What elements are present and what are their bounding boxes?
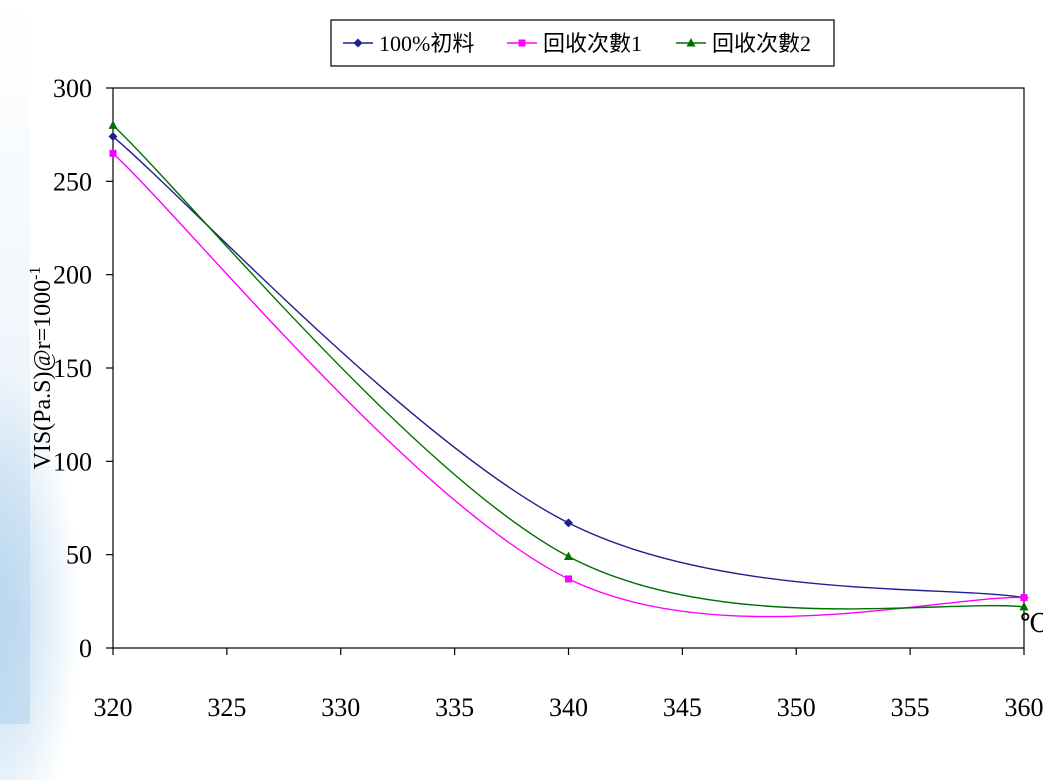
y-axis-label-superscript: -1 [27, 267, 44, 280]
y-tick-label: 150 [53, 354, 92, 383]
legend-label: 100%初料 [379, 31, 474, 56]
y-tick-label: 50 [66, 541, 92, 570]
x-tick-label: 325 [207, 693, 246, 722]
data-point [1021, 594, 1028, 601]
x-tick-label: 360 [1005, 693, 1043, 722]
y-tick-label: 300 [53, 74, 92, 103]
x-tick-label: 355 [891, 693, 930, 722]
legend-label: 回收次數1 [543, 31, 642, 56]
y-tick-label: 100 [53, 447, 92, 476]
data-point [565, 575, 572, 582]
legend-marker [519, 40, 526, 47]
svg-text:VIS(Pa.S)@r=1000-1: VIS(Pa.S)@r=1000-1 [27, 267, 56, 470]
x-tick-label: 345 [663, 693, 702, 722]
y-tick-label: 250 [53, 167, 92, 196]
y-tick-label: 0 [79, 634, 92, 663]
y-axis-title: VIS(Pa.S)@r=1000-1 [27, 267, 56, 470]
x-tick-label: 350 [777, 693, 816, 722]
data-point [110, 150, 117, 157]
x-axis-unit: ℃ [1020, 609, 1043, 638]
x-tick-label: 330 [321, 693, 360, 722]
plot-area [113, 88, 1024, 648]
x-tick-label: 335 [435, 693, 474, 722]
line-chart: VIS(Pa.S)@r=1000-1 ℃ 0 50 100 150 200 250 300 3… [0, 0, 1043, 724]
x-tick-label: 320 [94, 693, 133, 722]
x-tick-label: 340 [549, 693, 588, 722]
legend: 100%初料 回收次數1 回收次數2 [331, 20, 834, 66]
legend-label: 回收次數2 [712, 31, 811, 56]
y-tick-label: 200 [53, 261, 92, 290]
